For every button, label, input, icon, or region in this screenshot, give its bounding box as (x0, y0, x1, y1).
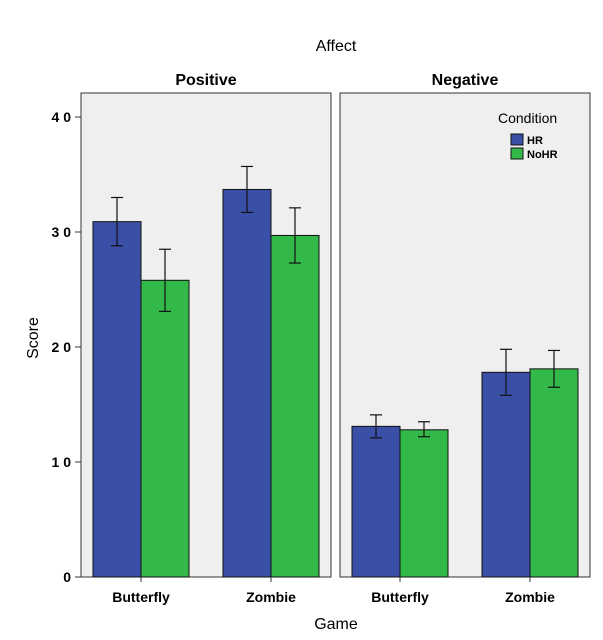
x-axis-title: Game (314, 616, 358, 633)
y-tick-label: 0 (63, 569, 71, 585)
bar (481, 371, 531, 578)
y-axis-title: Score (25, 317, 42, 359)
x-tick-label: Butterfly (371, 589, 429, 605)
legend: Condition HR NoHR (498, 110, 558, 161)
facet-label: Negative (432, 72, 499, 89)
bar (140, 279, 190, 578)
facet-panel: Negative Butterfly Zombie (339, 72, 591, 605)
bar (92, 221, 142, 578)
bar (270, 234, 320, 578)
y-axis: 0 1 0 2 0 3 0 4 0 (52, 109, 81, 585)
legend-item-label: HR (527, 135, 543, 147)
legend-swatch (510, 133, 524, 146)
facet-panel: Positive Butterfly Zombie (80, 72, 332, 605)
y-tick-label: 4 0 (52, 109, 72, 125)
chart-title: Affect (316, 38, 357, 55)
x-tick-label: Zombie (505, 589, 555, 605)
x-tick-label: Butterfly (112, 589, 170, 605)
facets: Positive Butterfly Zombie Negative Butterfly… (80, 72, 591, 605)
x-tick-label: Zombie (246, 589, 296, 605)
y-tick-label: 3 0 (52, 224, 72, 240)
facet-label: Positive (175, 72, 236, 89)
bar (399, 429, 449, 578)
legend-item-label: NoHR (527, 149, 558, 161)
bar (529, 368, 579, 578)
legend-title: Condition (498, 110, 557, 126)
y-tick-label: 1 0 (52, 454, 72, 470)
bar (351, 425, 401, 578)
bar (222, 188, 272, 578)
legend-swatch (510, 147, 524, 160)
y-tick-label: 2 0 (52, 339, 72, 355)
